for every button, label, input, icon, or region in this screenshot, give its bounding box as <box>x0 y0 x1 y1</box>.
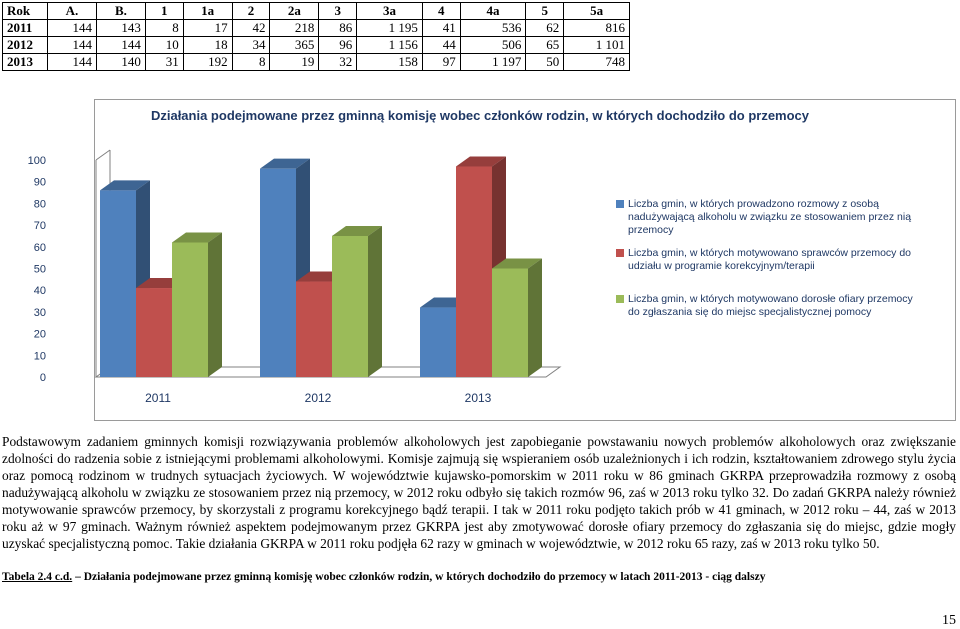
table-cell: 2013 <box>2 53 48 71</box>
y-tick-label: 10 <box>34 350 46 362</box>
table-cell: 143 <box>95 19 146 37</box>
bar-front <box>136 288 172 377</box>
y-tick-label: 100 <box>28 155 46 167</box>
legend-label: Liczba gmin, w których motywowano dorosł… <box>628 293 913 318</box>
table-row: 2012 144 144 10 18 34 365 96 1 156 44 50… <box>2 36 630 54</box>
bar-top <box>456 156 506 167</box>
legend-label: Liczba gmin, w których motywowano sprawc… <box>628 247 912 272</box>
bar-side <box>208 232 222 377</box>
x-tick-label: 2013 <box>465 391 492 405</box>
bar-side <box>368 225 382 377</box>
bar-front <box>492 268 528 377</box>
table-cell: 218 <box>269 19 320 37</box>
table-cell: 2012 <box>2 36 48 54</box>
bar-side <box>528 258 542 377</box>
bar-top <box>172 232 222 243</box>
bar-top <box>332 225 382 236</box>
table-caption: Tabela 2.4 c.d. – Działania podejmowane … <box>2 571 956 583</box>
bar-front <box>296 281 332 377</box>
table-cell: 97 <box>421 53 461 71</box>
table-cell: 42 <box>231 19 271 37</box>
table-cell: 96 <box>318 36 358 54</box>
caption-text: – Działania podejmowane przez gminną kom… <box>72 571 766 583</box>
table-cell: 144 <box>47 19 97 37</box>
table-cell: 506 <box>459 36 527 54</box>
legend-label: Liczba gmin, w których prowadzono rozmow… <box>628 198 912 236</box>
y-tick-label: 70 <box>34 220 46 232</box>
table-header-cell: 5a <box>563 2 630 20</box>
table-cell: 1 195 <box>356 19 423 37</box>
x-tick-label: 2012 <box>305 391 332 405</box>
legend-swatch-red <box>616 249 624 257</box>
y-tick-label: 40 <box>34 285 46 297</box>
bar-front <box>420 307 456 377</box>
table-cell: 31 <box>144 53 184 71</box>
table-cell: 8 <box>231 53 271 71</box>
statistics-table: Rok A. B. 1 1a 2 2a 3 3a 4 4a 5 5a 2011 … <box>2 2 630 71</box>
bar-front <box>456 166 492 377</box>
y-tick-label: 80 <box>34 198 46 210</box>
table-cell: 748 <box>563 53 630 71</box>
y-tick-label: 50 <box>34 264 46 276</box>
table-cell: 158 <box>356 53 423 71</box>
table-cell: 34 <box>231 36 271 54</box>
bar-top <box>492 258 542 269</box>
body-paragraph: Podstawowym zadaniem gminnych komisji ro… <box>2 434 956 551</box>
bar-front <box>260 168 296 377</box>
chart-title: Działania podejmowane przez gminną komis… <box>150 108 810 123</box>
table-cell: 17 <box>182 19 233 37</box>
bar-front <box>172 242 208 377</box>
y-tick-label: 60 <box>34 242 46 254</box>
x-tick-label: 2011 <box>145 391 171 405</box>
page-number: 15 <box>942 613 956 628</box>
y-tick-label: 20 <box>34 329 46 341</box>
y-tick-label: 90 <box>34 177 46 189</box>
bar-top <box>260 158 310 169</box>
y-tick-label: 30 <box>34 307 46 319</box>
chart-wall-edge <box>95 149 111 161</box>
chart-frame <box>94 99 956 421</box>
bar-top <box>100 180 150 191</box>
table-cell: 65 <box>525 36 565 54</box>
legend-swatch-blue <box>616 200 624 208</box>
y-tick-label: 0 <box>40 372 46 384</box>
bar-front <box>332 235 368 377</box>
table-header-row: Rok A. B. 1 1a 2 2a 3 3a 4 4a 5 5a <box>2 2 630 20</box>
legend-entry-conversations: Liczba gmin, w których prowadzono rozmow… <box>616 198 926 237</box>
table-cell: 192 <box>182 53 233 71</box>
table-row: 2013 144 140 31 192 8 19 32 158 97 1 197… <box>2 53 630 71</box>
table-row: 2011 144 143 8 17 42 218 86 1 195 41 536… <box>2 19 630 37</box>
table-cell: 41 <box>421 19 461 37</box>
legend-swatch-green <box>616 295 624 303</box>
caption-label: Tabela 2.4 c.d. <box>2 571 73 583</box>
legend-entry-perpetrators: Liczba gmin, w których motywowano sprawc… <box>616 247 926 273</box>
table-cell: 144 <box>95 36 146 54</box>
table-cell: 1 156 <box>356 36 423 54</box>
table-cell: 19 <box>269 53 320 71</box>
table-cell: 140 <box>95 53 146 71</box>
bar-front <box>100 190 136 377</box>
chart-legend: Liczba gmin, w których prowadzono rozmow… <box>616 198 926 319</box>
table-cell: 1 197 <box>459 53 527 71</box>
legend-entry-victims: Liczba gmin, w których motywowano dorosł… <box>616 293 926 319</box>
